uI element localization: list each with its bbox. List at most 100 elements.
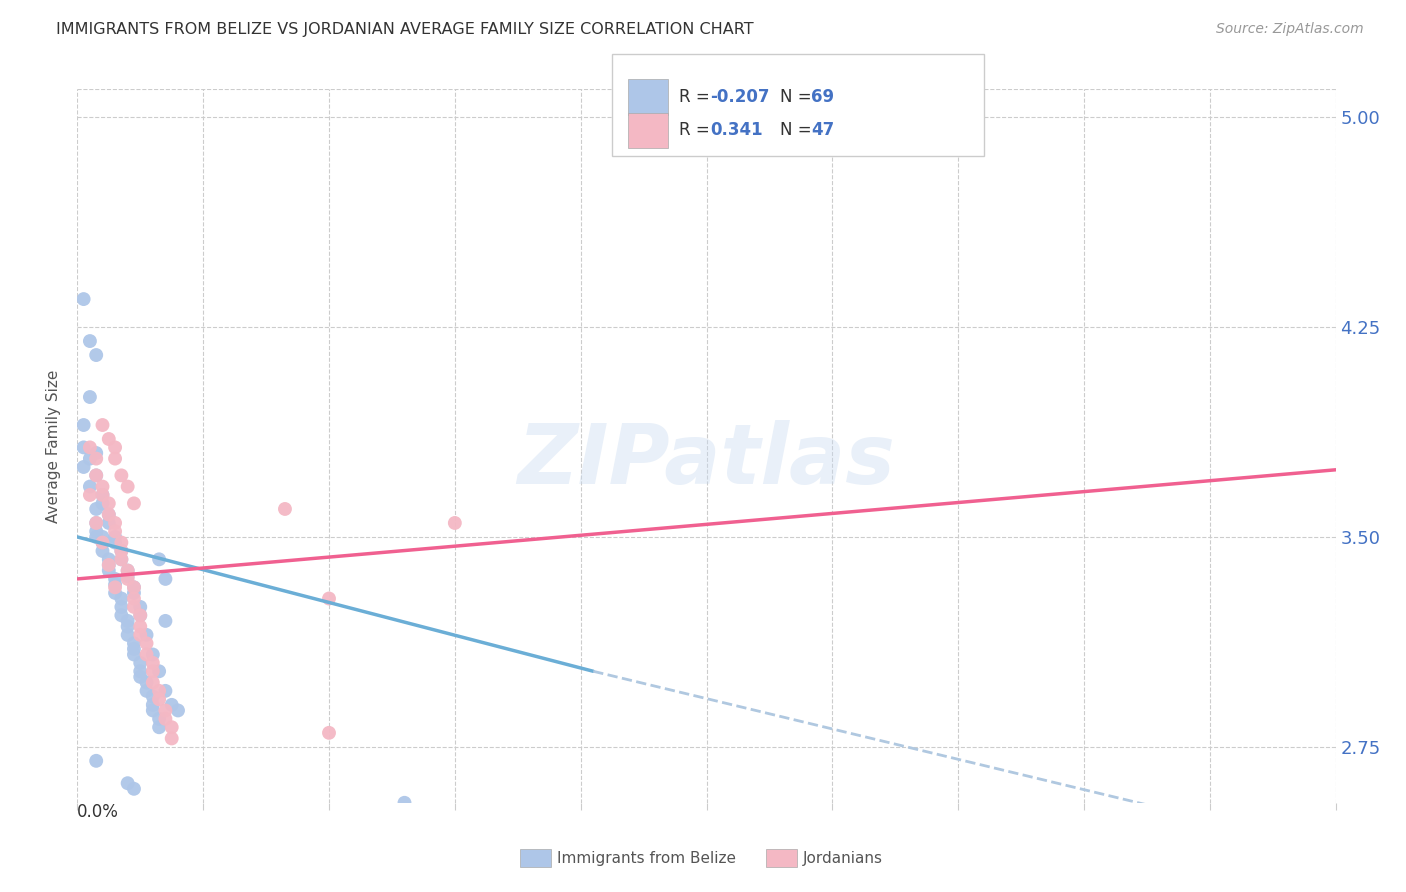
Point xyxy=(129,619,152,633)
Point xyxy=(72,417,94,432)
Point xyxy=(117,564,139,578)
Point xyxy=(91,479,114,493)
Point xyxy=(117,564,139,578)
Text: Immigrants from Belize: Immigrants from Belize xyxy=(557,851,735,865)
Point xyxy=(142,665,165,679)
Point xyxy=(274,502,297,516)
Point xyxy=(142,703,165,717)
Point xyxy=(160,698,183,712)
Text: 47: 47 xyxy=(811,121,835,139)
Point xyxy=(142,675,165,690)
Point xyxy=(72,292,94,306)
Text: N =: N = xyxy=(780,121,817,139)
Point xyxy=(122,586,145,600)
Point xyxy=(84,468,107,483)
Point xyxy=(104,530,127,544)
Point xyxy=(91,544,114,558)
Point xyxy=(97,496,120,510)
Point xyxy=(97,516,120,530)
Point xyxy=(84,468,107,483)
Point xyxy=(110,544,132,558)
Point xyxy=(79,441,101,455)
Text: 0.0%: 0.0% xyxy=(77,803,120,821)
Point xyxy=(84,530,107,544)
Point xyxy=(167,703,190,717)
Point xyxy=(97,552,120,566)
Point xyxy=(110,535,132,549)
Point xyxy=(117,479,139,493)
Point xyxy=(84,502,107,516)
Point xyxy=(318,591,340,606)
Point xyxy=(129,628,152,642)
Text: 0.341: 0.341 xyxy=(710,121,762,139)
Point xyxy=(142,656,165,670)
Point xyxy=(91,488,114,502)
Point xyxy=(84,446,107,460)
Point xyxy=(142,690,165,704)
Point xyxy=(135,675,157,690)
Point xyxy=(91,496,114,510)
Point xyxy=(104,572,127,586)
Point xyxy=(79,390,101,404)
Point xyxy=(97,558,120,572)
Point xyxy=(129,599,152,614)
Y-axis label: Average Family Size: Average Family Size xyxy=(46,369,62,523)
Point xyxy=(110,544,132,558)
Point xyxy=(72,441,94,455)
Point xyxy=(97,564,120,578)
Point xyxy=(97,508,120,522)
Point xyxy=(135,684,157,698)
Point xyxy=(91,535,114,549)
Point xyxy=(104,577,127,591)
Point xyxy=(110,608,132,623)
Point xyxy=(104,451,127,466)
Point xyxy=(84,516,107,530)
Point xyxy=(129,665,152,679)
Point xyxy=(122,641,145,656)
Point xyxy=(155,703,177,717)
Point xyxy=(129,670,152,684)
Point xyxy=(104,580,127,594)
Point xyxy=(148,720,170,734)
Point xyxy=(148,684,170,698)
Point xyxy=(117,628,139,642)
Point xyxy=(155,572,177,586)
Point xyxy=(110,591,132,606)
Point xyxy=(318,726,340,740)
Point xyxy=(91,488,114,502)
Point xyxy=(110,468,132,483)
Point xyxy=(84,348,107,362)
Text: IMMIGRANTS FROM BELIZE VS JORDANIAN AVERAGE FAMILY SIZE CORRELATION CHART: IMMIGRANTS FROM BELIZE VS JORDANIAN AVER… xyxy=(56,22,754,37)
Point xyxy=(104,516,127,530)
Point xyxy=(117,572,139,586)
Point xyxy=(129,608,152,623)
Point xyxy=(79,334,101,348)
Point xyxy=(129,608,152,623)
Point xyxy=(148,552,170,566)
Point xyxy=(122,636,145,650)
Point xyxy=(160,731,183,746)
Point xyxy=(155,614,177,628)
Point xyxy=(91,530,114,544)
Point xyxy=(444,516,467,530)
Point xyxy=(104,441,127,455)
Point xyxy=(84,524,107,539)
Point xyxy=(84,516,107,530)
Point xyxy=(110,552,132,566)
Point xyxy=(122,591,145,606)
Point xyxy=(91,535,114,549)
Text: ZIPatlas: ZIPatlas xyxy=(517,420,896,500)
Text: Source: ZipAtlas.com: Source: ZipAtlas.com xyxy=(1216,22,1364,37)
Point xyxy=(122,648,145,662)
Text: 69: 69 xyxy=(811,87,834,105)
Text: N =: N = xyxy=(780,87,817,105)
Text: R =: R = xyxy=(679,121,716,139)
Point xyxy=(148,692,170,706)
Text: R =: R = xyxy=(679,87,716,105)
Point xyxy=(79,479,101,493)
Point xyxy=(122,580,145,594)
Point xyxy=(148,712,170,726)
Point xyxy=(122,580,145,594)
Point xyxy=(117,614,139,628)
Point xyxy=(135,648,157,662)
